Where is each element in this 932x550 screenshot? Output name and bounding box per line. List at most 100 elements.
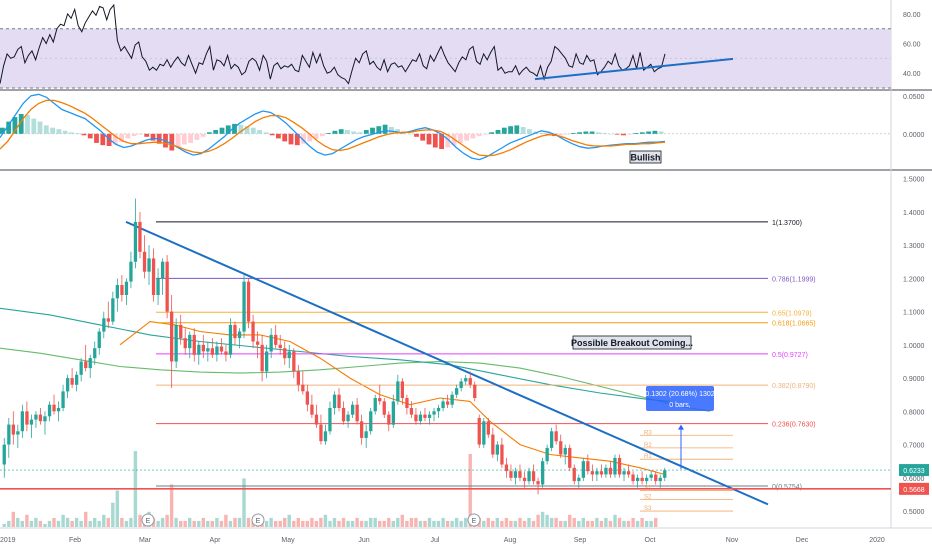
volume-bar [233, 517, 237, 527]
measure-text-line2: 0 bars, [669, 402, 690, 409]
candle-body [513, 471, 518, 478]
rsi-line [0, 3, 666, 85]
candle-body [658, 477, 662, 482]
macd-histogram-bar [596, 132, 601, 134]
volume-bar [432, 520, 436, 527]
volume-bar [635, 520, 640, 527]
earnings-marker[interactable] [251, 513, 265, 527]
descending-trendline[interactable] [125, 220, 769, 506]
earnings-marker[interactable] [141, 513, 155, 527]
measure-text-line1: 0.1302 (20.68%) 1302 [645, 391, 714, 398]
macd-histogram-bar [539, 133, 545, 134]
volume-bar [495, 517, 499, 527]
candle-body [156, 278, 160, 295]
time-tick-label: Nov [726, 537, 739, 544]
volume-bar [504, 517, 509, 527]
volume-bar [563, 520, 567, 527]
pivot-label: R2 [644, 443, 652, 449]
volume-bar [160, 517, 165, 527]
macd-histogram-bar [0, 127, 5, 134]
candle-body [590, 471, 594, 475]
candle-body [251, 321, 255, 342]
volume-bar [486, 517, 490, 527]
candle-body [418, 414, 423, 422]
macd-histogram-bar [219, 127, 225, 134]
price-tag [899, 464, 929, 477]
macd-histogram-bar [313, 133, 319, 140]
candle-body [138, 221, 142, 252]
macd-histogram-bar [514, 125, 520, 134]
volume-bar [617, 517, 622, 527]
price-range-measure[interactable]: 0.1302 (20.68%) 1302 0 bars, [645, 386, 715, 470]
macd-histogram-bar [282, 133, 288, 142]
macd-histogram-bar [263, 132, 269, 134]
candle-body [586, 461, 590, 472]
macd-histogram-bar [119, 133, 124, 143]
candle-body [38, 414, 43, 422]
price-tick-label: 0.8000 [903, 409, 925, 416]
candle-body [654, 474, 658, 482]
candle-body [391, 401, 395, 425]
macd-tick-label: 0.0000 [903, 132, 925, 139]
candle-body [188, 334, 192, 349]
rsi-trendline[interactable] [534, 57, 734, 81]
candle-body [301, 384, 305, 392]
fib-level-label: 0(0.5754) [772, 484, 802, 491]
candle-body [631, 474, 635, 482]
candle-body [464, 378, 468, 382]
volume-bar [549, 517, 554, 527]
volume-bar [52, 517, 56, 527]
volume-bar [341, 517, 346, 527]
volume-bar [106, 517, 110, 527]
macd-histogram-bar [608, 133, 614, 135]
volume-bar [296, 517, 300, 527]
candle-body [387, 414, 391, 425]
candle-body [20, 411, 24, 432]
macd-histogram-bar [225, 125, 231, 134]
macd-histogram-bar [470, 133, 476, 139]
macd-histogram-bar [150, 133, 156, 141]
candle-body [369, 411, 373, 432]
price-tick-label: 1.2000 [903, 276, 925, 283]
volume-bar [84, 511, 88, 527]
time-tick-label: Apr [210, 537, 222, 544]
macd-histogram-bar [570, 133, 576, 134]
volume-bar [527, 517, 531, 527]
volume-bar [631, 517, 635, 527]
candle-body [436, 408, 441, 412]
candle-body [115, 285, 119, 299]
time-tick-label: Mar [139, 537, 152, 544]
macd-histogram-bar [639, 132, 645, 134]
volume-bar [608, 520, 613, 527]
pivot-label: S2 [644, 494, 652, 500]
candle-body [233, 324, 237, 339]
bullish-label[interactable]: Bullish [629, 150, 662, 164]
candle-body [649, 474, 653, 478]
volume-bar [224, 514, 228, 527]
volume-bar [378, 520, 382, 527]
measure-arrowhead [678, 424, 684, 430]
breakout-annotation[interactable]: Possible Breakout Coming... [571, 335, 693, 350]
candle-body [11, 424, 15, 435]
breakout-annotation-text: Possible Breakout Coming... [571, 338, 693, 348]
time-tick-label: Jul [431, 537, 440, 544]
candle-body [405, 398, 409, 408]
volume-bar [328, 520, 332, 527]
volume-bar [278, 520, 282, 527]
macd-histogram-bar [56, 129, 62, 134]
candle-body [346, 414, 350, 422]
volume-bar [332, 517, 337, 527]
macd-histogram-bar [426, 133, 432, 145]
price-tag-label: 0.5668 [903, 487, 925, 494]
volume-bar [400, 514, 404, 527]
earnings-marker[interactable] [467, 513, 481, 527]
macd-histogram-bar [257, 130, 262, 134]
candle-body [314, 414, 319, 425]
candle-body [486, 421, 490, 435]
volume-bar [559, 520, 563, 527]
candle-body [423, 414, 427, 418]
candle-body [260, 344, 264, 372]
candle-body [364, 431, 368, 438]
candle-body [305, 391, 309, 405]
macd-histogram-bar [432, 133, 438, 148]
